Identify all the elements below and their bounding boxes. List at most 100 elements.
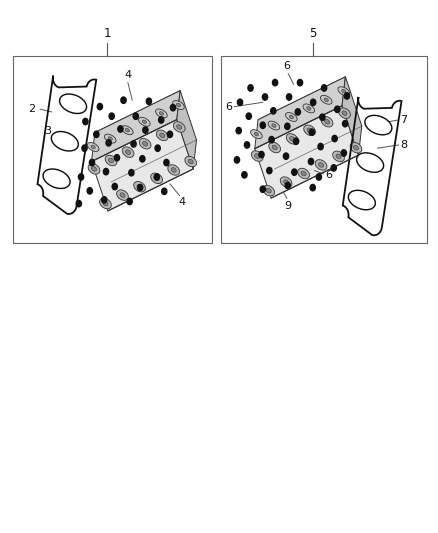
Circle shape	[138, 184, 143, 191]
Ellipse shape	[251, 151, 263, 161]
Circle shape	[89, 159, 95, 166]
Ellipse shape	[160, 133, 165, 138]
Circle shape	[102, 197, 107, 203]
Polygon shape	[348, 190, 375, 210]
Circle shape	[170, 104, 176, 111]
Ellipse shape	[286, 134, 298, 144]
Circle shape	[76, 200, 81, 207]
Circle shape	[331, 165, 336, 171]
Polygon shape	[92, 91, 180, 161]
Polygon shape	[255, 106, 358, 198]
Ellipse shape	[138, 117, 150, 126]
Circle shape	[285, 182, 290, 189]
Text: 3: 3	[44, 126, 51, 136]
Ellipse shape	[88, 164, 100, 174]
Text: 1: 1	[103, 27, 111, 40]
Ellipse shape	[304, 125, 315, 135]
Ellipse shape	[339, 108, 350, 118]
Ellipse shape	[125, 128, 129, 132]
Circle shape	[155, 145, 160, 151]
Text: 2: 2	[28, 104, 35, 114]
Circle shape	[83, 118, 88, 125]
Circle shape	[320, 114, 325, 120]
Ellipse shape	[342, 90, 346, 93]
Polygon shape	[92, 119, 193, 211]
Circle shape	[332, 135, 337, 142]
Ellipse shape	[121, 126, 133, 135]
Circle shape	[127, 198, 132, 205]
Ellipse shape	[177, 125, 182, 130]
Ellipse shape	[321, 95, 332, 104]
Ellipse shape	[272, 145, 277, 150]
Circle shape	[246, 113, 251, 119]
Ellipse shape	[188, 159, 193, 164]
Circle shape	[285, 123, 290, 130]
Text: 4: 4	[178, 197, 185, 207]
Ellipse shape	[353, 146, 359, 150]
Polygon shape	[51, 132, 78, 151]
Circle shape	[112, 183, 117, 190]
Text: 4: 4	[124, 70, 131, 80]
Polygon shape	[60, 94, 87, 114]
Ellipse shape	[99, 198, 111, 209]
Circle shape	[308, 158, 314, 165]
Circle shape	[164, 159, 169, 166]
Circle shape	[335, 106, 340, 112]
Circle shape	[103, 168, 109, 175]
Ellipse shape	[168, 165, 180, 175]
Circle shape	[267, 167, 272, 174]
Ellipse shape	[269, 142, 280, 153]
Circle shape	[260, 186, 265, 192]
Ellipse shape	[268, 121, 280, 130]
Ellipse shape	[303, 104, 314, 113]
Ellipse shape	[126, 150, 131, 155]
Ellipse shape	[104, 134, 116, 143]
Circle shape	[87, 188, 92, 194]
Text: 8: 8	[400, 140, 407, 150]
Ellipse shape	[92, 167, 96, 171]
Circle shape	[237, 99, 243, 106]
Ellipse shape	[289, 115, 293, 119]
Ellipse shape	[143, 141, 148, 146]
Ellipse shape	[301, 171, 306, 176]
Ellipse shape	[307, 107, 311, 110]
Ellipse shape	[251, 130, 262, 139]
Circle shape	[159, 117, 164, 123]
Ellipse shape	[105, 155, 117, 166]
Ellipse shape	[185, 156, 197, 167]
Ellipse shape	[171, 168, 176, 172]
Circle shape	[260, 122, 265, 128]
Polygon shape	[342, 77, 362, 155]
Ellipse shape	[109, 158, 113, 163]
Circle shape	[109, 113, 114, 119]
Circle shape	[131, 141, 136, 147]
Circle shape	[162, 188, 167, 195]
Ellipse shape	[122, 147, 134, 157]
Ellipse shape	[298, 168, 310, 179]
Text: 9: 9	[285, 201, 292, 212]
Circle shape	[272, 79, 278, 86]
Ellipse shape	[254, 154, 260, 158]
Circle shape	[295, 109, 300, 115]
Circle shape	[344, 93, 350, 99]
Ellipse shape	[142, 120, 146, 124]
Circle shape	[236, 127, 241, 134]
Circle shape	[167, 131, 173, 138]
Ellipse shape	[156, 130, 168, 141]
Circle shape	[242, 172, 247, 178]
Circle shape	[262, 94, 268, 100]
Circle shape	[286, 94, 292, 100]
Ellipse shape	[342, 111, 347, 116]
Circle shape	[341, 150, 346, 156]
Ellipse shape	[87, 142, 99, 151]
Polygon shape	[365, 115, 392, 135]
Circle shape	[82, 145, 87, 151]
Circle shape	[297, 79, 303, 86]
Text: 6: 6	[283, 61, 290, 71]
Ellipse shape	[139, 139, 151, 149]
Ellipse shape	[315, 160, 327, 170]
Circle shape	[310, 184, 315, 191]
Circle shape	[114, 155, 120, 161]
Circle shape	[121, 97, 126, 103]
Ellipse shape	[155, 109, 167, 118]
